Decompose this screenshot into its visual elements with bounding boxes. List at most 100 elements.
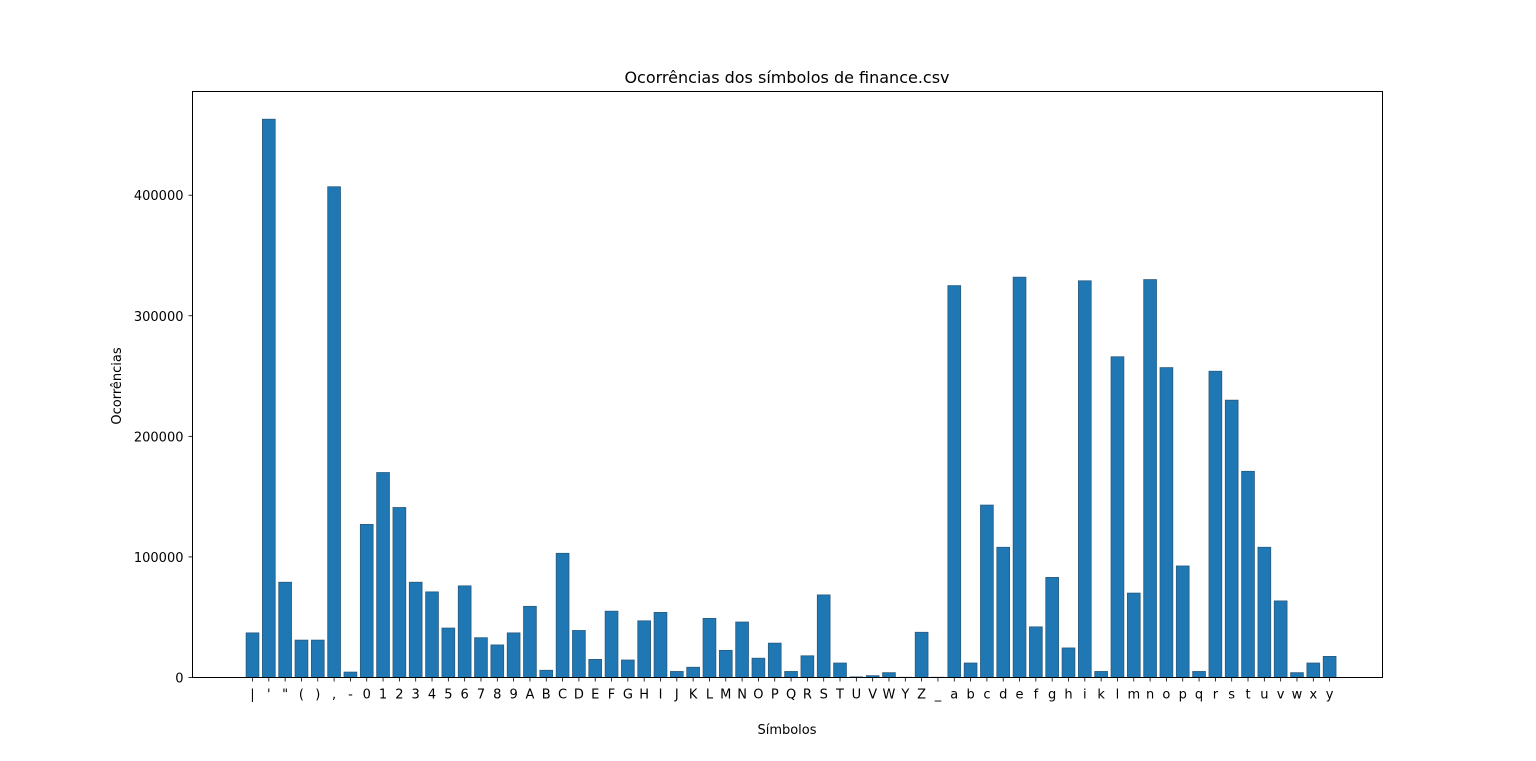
- x-tick-label-44: b: [966, 688, 974, 703]
- bar-35: [816, 594, 831, 678]
- bar-22: [604, 610, 619, 678]
- x-tick-label-33: Q: [786, 688, 796, 703]
- x-tick-label-45: c: [983, 688, 990, 703]
- bar-53: [1110, 356, 1125, 678]
- x-tick-label-12: 5: [444, 688, 452, 703]
- bar-62: [1257, 546, 1272, 678]
- x-tick-label-21: E: [591, 688, 599, 703]
- x-tick-label-56: o: [1162, 688, 1170, 703]
- bar-8: [376, 472, 390, 678]
- x-tick-label-65: x: [1309, 688, 1317, 703]
- x-tick-label-34: R: [803, 688, 812, 703]
- bar-15: [490, 644, 505, 678]
- bar-26: [670, 671, 684, 678]
- x-tick-label-57: p: [1179, 688, 1187, 703]
- x-tick-label-5: ,: [332, 688, 336, 703]
- plot-area-frame: [192, 91, 1383, 678]
- bar-63: [1273, 600, 1288, 678]
- x-axis-label: Símbolos: [757, 723, 816, 738]
- x-tick-label-63: v: [1277, 688, 1285, 703]
- x-tick-label-10: 3: [412, 688, 420, 703]
- bar-0: [245, 632, 260, 678]
- x-tick-label-53: l: [1116, 688, 1120, 703]
- x-tick-label-28: L: [706, 688, 714, 703]
- x-tick-label-23: G: [623, 688, 633, 703]
- bar-14: [474, 637, 488, 678]
- x-tick-label-36: T: [835, 688, 844, 703]
- y-axis-label: Ocorrências: [110, 347, 125, 424]
- bar-31: [751, 657, 766, 678]
- bar-58: [1192, 671, 1206, 678]
- bar-45: [980, 504, 994, 678]
- x-tick-label-27: K: [689, 688, 698, 703]
- bar-61: [1241, 470, 1255, 678]
- x-tick-label-58: q: [1195, 688, 1203, 703]
- x-tick-label-60: s: [1228, 688, 1235, 703]
- x-tick-label-46: d: [999, 688, 1007, 703]
- x-tick-label-6: -: [348, 688, 353, 703]
- bar-18: [539, 669, 554, 678]
- bar-28: [702, 618, 717, 678]
- bar-11: [425, 591, 439, 678]
- y-tick-label-3: 300000: [134, 310, 184, 325]
- bar-34: [800, 655, 815, 678]
- bar-59: [1208, 370, 1223, 678]
- x-tick-label-16: 9: [509, 688, 517, 703]
- x-tick-label-59: r: [1213, 688, 1219, 703]
- bar-9: [392, 507, 407, 678]
- bar-16: [506, 632, 521, 678]
- x-tick-label-8: 1: [379, 688, 387, 703]
- bar-24: [637, 620, 651, 678]
- x-tick-label-17: A: [525, 688, 534, 703]
- bar-32: [767, 642, 782, 678]
- chart-title: Ocorrências dos símbolos de finance.csv: [624, 68, 949, 87]
- x-tick-label-7: 0: [363, 688, 371, 703]
- x-tick-label-9: 2: [395, 688, 403, 703]
- bar-13: [457, 585, 472, 678]
- y-ticks-group: 0 100000 200000 300000 400000: [134, 189, 193, 687]
- x-tick-label-32: P: [771, 688, 779, 703]
- bar-66: [1322, 656, 1337, 678]
- bar-20: [572, 630, 586, 678]
- x-tick-label-62: u: [1260, 688, 1268, 703]
- x-tick-label-50: h: [1064, 688, 1072, 703]
- x-tick-label-19: C: [558, 688, 567, 703]
- bar-4: [310, 639, 325, 678]
- bar-19: [555, 552, 570, 678]
- bar-43: [947, 285, 962, 678]
- bar-39: [882, 672, 896, 678]
- bar-6: [343, 671, 358, 678]
- x-tick-label-11: 4: [428, 688, 436, 703]
- bar-55: [1143, 279, 1157, 678]
- x-tick-label-49: g: [1048, 688, 1056, 703]
- x-tick-label-39: W: [883, 688, 896, 703]
- bar-52: [1094, 671, 1108, 678]
- bar-47: [1012, 276, 1027, 678]
- bar-46: [996, 546, 1011, 678]
- bar-48: [1029, 626, 1043, 678]
- x-tick-label-20: D: [574, 688, 584, 703]
- x-tick-label-47: e: [1016, 688, 1024, 703]
- bar-17: [523, 605, 537, 678]
- bar-41: [914, 631, 929, 678]
- x-tick-label-15: 8: [493, 688, 501, 703]
- y-tick-label-1: 100000: [134, 551, 184, 566]
- x-tick-label-42: _: [934, 688, 942, 703]
- x-tick-label-51: i: [1083, 688, 1087, 703]
- x-tick-label-64: w: [1292, 688, 1303, 703]
- bar-56: [1159, 367, 1174, 678]
- x-tick-label-29: M: [720, 688, 731, 703]
- bar-3: [294, 639, 309, 678]
- x-tick-label-48: f: [1034, 688, 1039, 703]
- x-tick-label-54: m: [1127, 688, 1140, 703]
- bar-1: [262, 118, 276, 678]
- x-tick-label-13: 6: [461, 688, 469, 703]
- x-tick-label-41: Z: [917, 688, 926, 703]
- bar-2: [278, 581, 292, 678]
- bar-60: [1224, 399, 1239, 678]
- x-tick-label-66: y: [1326, 688, 1334, 703]
- bar-36: [833, 662, 847, 678]
- bar-12: [441, 627, 456, 678]
